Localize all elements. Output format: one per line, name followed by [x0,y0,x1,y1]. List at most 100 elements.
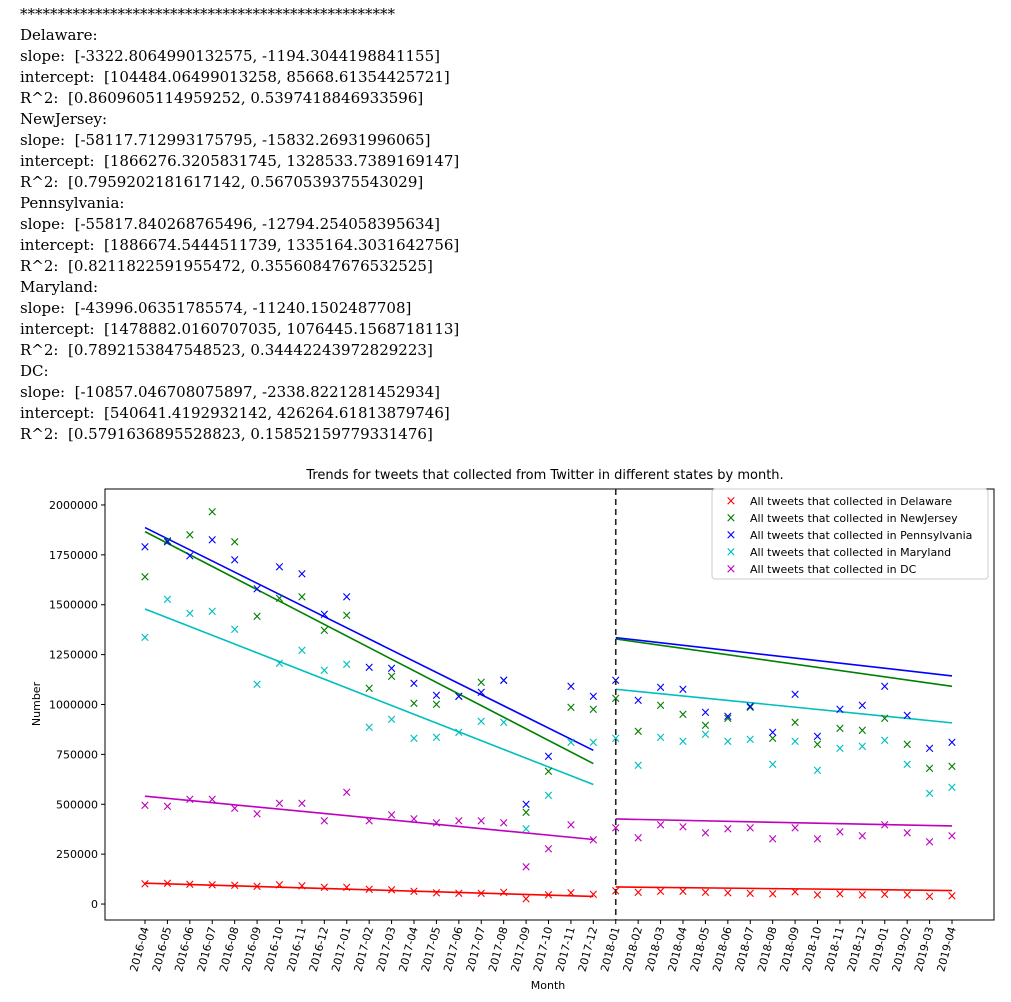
data-point: × [543,888,554,903]
x-tick-label: 2016-05 [150,925,174,973]
x-tick-label: 2018-01 [598,925,622,973]
x-tick-label: 2018-06 [710,925,734,973]
data-point: × [790,688,801,703]
x-tick-label: 2016-10 [262,925,286,973]
data-point: × [229,535,240,550]
data-point: × [879,680,890,695]
data-point: × [947,889,958,904]
data-point: × [521,892,532,907]
data-point: × [857,888,868,903]
data-point: × [678,707,689,722]
data-point: × [633,831,644,846]
data-point: × [162,593,173,608]
data-point: × [521,860,532,875]
data-point: × [722,734,733,749]
data-point: × [678,885,689,900]
data-point: × [184,549,195,564]
y-tick-label: 250000 [56,848,98,861]
data-point: × [319,880,330,895]
data-point: × [364,682,375,697]
data-point: × [409,697,420,712]
data-point: × [476,686,487,701]
legend-label: All tweets that collected in Maryland [750,546,951,559]
data-point: × [812,763,823,778]
data-point: × [947,759,958,774]
x-tick-label: 2017-12 [576,925,600,973]
x-tick-label: 2018-12 [845,925,869,973]
data-point: × [184,792,195,807]
data-point: × [678,820,689,835]
x-tick-label: 2019-01 [867,925,891,973]
data-point: × [140,877,151,892]
legend-label: All tweets that collected in DC [750,563,917,576]
data-point: × [812,737,823,752]
data-point: × [857,723,868,738]
data-point: × [879,733,890,748]
x-tick-label: 2018-05 [688,925,712,973]
data-point: × [745,821,756,836]
data-point: × [341,609,352,624]
data-point: × [655,818,666,833]
state-name: NewJersey: [20,110,108,128]
x-tick-label: 2016-06 [172,925,196,973]
data-point: × [319,608,330,623]
data-point: × [184,878,195,893]
data-point: × [274,878,285,893]
data-point: × [857,829,868,844]
data-point: × [229,879,240,894]
data-point: × [162,876,173,891]
data-point: × [296,590,307,605]
x-tick-label: 2016-04 [127,925,151,973]
data-point: × [476,676,487,691]
data-point: × [364,661,375,676]
fit-lines [144,526,953,898]
data-point: × [409,677,420,692]
slope-line: slope: [-55817.840268765496, -12794.2540… [20,215,440,233]
data-point: × [431,816,442,831]
data-point: × [207,505,218,520]
data-point: × [834,721,845,736]
legend-label: All tweets that collected in Pennsylvani… [750,529,972,542]
data-point: × [745,700,756,715]
data-point: × [790,734,801,749]
x-tick-label: 2018-02 [621,925,645,973]
data-point: × [296,796,307,811]
data-point: × [207,533,218,548]
legend-label: All tweets that collected in NewJersey [750,512,958,525]
y-tick-label: 1000000 [49,699,98,712]
y-tick-label: 1750000 [49,549,98,562]
x-tick-label: 2018-10 [800,925,824,973]
legend-entry-delaware: × All tweets that collected in Delaware [726,494,953,509]
data-point: × [924,761,935,776]
y-tick-label: 1500000 [49,599,98,612]
x-axis-label: Month [531,979,566,992]
y-axis-label: Number [30,681,43,726]
data-point: × [879,711,890,726]
r2-line: R^2: [0.8211822591955472, 0.355608476765… [20,257,433,275]
data-point: × [633,724,644,739]
data-point: × [745,732,756,747]
x-tick-label: 2018-09 [778,925,802,973]
x-tick-label: 2017-07 [464,925,488,973]
data-point: × [902,826,913,841]
x-tick-label: 2018-07 [733,925,757,973]
data-point: × [162,799,173,814]
data-point: × [767,832,778,847]
data-point: × [521,822,532,837]
data-point: × [140,540,151,555]
data-point: × [857,698,868,713]
data-point: × [386,712,397,727]
data-point: × [453,725,464,740]
data-point: × [207,792,218,807]
r2-line: R^2: [0.8609605114959252, 0.539741884693… [20,89,424,107]
data-point: × [476,887,487,902]
data-point: × [700,826,711,841]
data-point: × [745,887,756,902]
state-name: Maryland: [20,278,99,296]
data-point: × [565,886,576,901]
data-point: × [543,764,554,779]
data-point: × [767,757,778,772]
fit-line [144,882,594,898]
data-point: × [588,690,599,705]
data-point: × [431,886,442,901]
